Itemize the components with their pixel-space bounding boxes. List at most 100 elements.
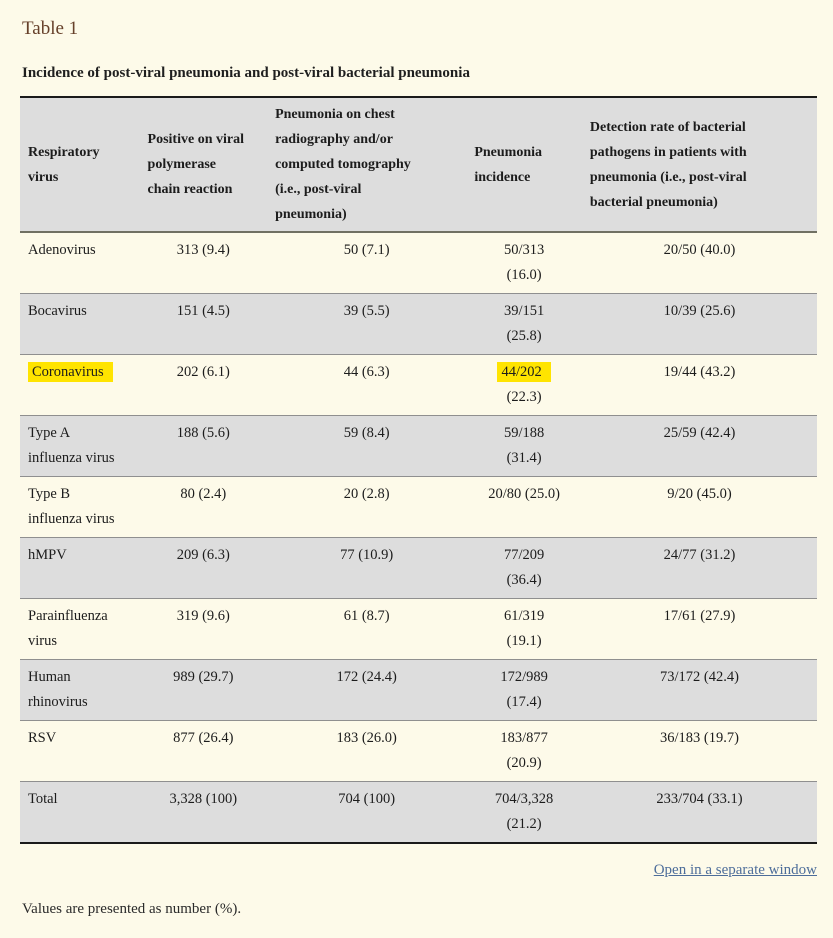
cell-line: 17/61 (27.9) bbox=[663, 608, 736, 624]
cell-line: 59/188 bbox=[503, 425, 545, 441]
row-header-cell: Human rhinovirus bbox=[20, 660, 140, 721]
cell-line: 50/313 bbox=[503, 242, 545, 258]
cell-line: 183/877 bbox=[500, 730, 548, 746]
row-header-cell: Bocavirus bbox=[20, 294, 140, 355]
column-header-line: bacterial pneumonia) bbox=[589, 194, 718, 210]
cell-line: 209 (6.3) bbox=[176, 547, 230, 563]
cell-line: 36/183 (19.7) bbox=[659, 730, 739, 746]
table-caption: Incidence of post-viral pneumonia and po… bbox=[22, 65, 470, 81]
cell-line: 39/151 bbox=[503, 303, 545, 319]
cell-line: 172/989 bbox=[500, 669, 548, 685]
cell-line: 20 (2.8) bbox=[343, 486, 390, 502]
cell-line: 151 (4.5) bbox=[176, 303, 230, 319]
column-header-line: virus bbox=[28, 169, 59, 185]
cell-line: 989 (29.7) bbox=[173, 669, 234, 685]
column-header-line: computed tomography bbox=[275, 157, 411, 172]
cell-line: influenza virus bbox=[28, 511, 115, 527]
table-row: Coronavirus 202 (6.1) 44 (6.3) 44/202 (22.3)… bbox=[20, 354, 817, 416]
data-cell: 77 (10.9) bbox=[267, 538, 466, 599]
column-header-line: Positive on viral bbox=[147, 132, 244, 147]
cell-line: Parainfluenza bbox=[28, 608, 108, 624]
cell-line: Type B bbox=[28, 486, 71, 502]
cell-line: 172 (24.4) bbox=[336, 669, 397, 685]
table-row: Total 3,328 (100) 704 (100) 704/3,328 (21.2)… bbox=[20, 781, 817, 844]
data-cell: 77/209 (36.4) bbox=[466, 538, 582, 599]
cell-line: (25.8) bbox=[506, 328, 542, 344]
data-cell: 172/989 (17.4) bbox=[466, 660, 582, 721]
table-row: Human rhinovirus 989 (29.7) 172 (24.4) 172/9… bbox=[20, 659, 817, 721]
data-cell: 20 (2.8) bbox=[267, 477, 466, 538]
cell-line: 20/50 (40.0) bbox=[663, 242, 736, 258]
table-label: Table 1 bbox=[22, 18, 79, 39]
data-cell: 44/202 (22.3) bbox=[466, 355, 582, 416]
column-header-line: chain reaction bbox=[147, 182, 233, 197]
cell-line: 44/202 bbox=[474, 360, 574, 385]
data-cell: 704/3,328 (21.2) bbox=[466, 782, 582, 844]
data-cell: 44 (6.3) bbox=[267, 355, 466, 416]
column-header-line: pneumonia) bbox=[275, 207, 347, 222]
cell-line: rhinovirus bbox=[28, 694, 88, 710]
cell-line: (16.0) bbox=[506, 267, 542, 283]
data-cell: 319 (9.6) bbox=[140, 599, 268, 660]
data-cell: 36/183 (19.7) bbox=[582, 721, 817, 782]
data-cell: 989 (29.7) bbox=[140, 660, 268, 721]
data-cell: 39 (5.5) bbox=[267, 294, 466, 355]
data-cell: 24/77 (31.2) bbox=[582, 538, 817, 599]
data-cell: 313 (9.4) bbox=[140, 232, 268, 294]
cell-line: Human bbox=[28, 669, 71, 685]
cell-line: 24/77 (31.2) bbox=[663, 547, 736, 563]
open-in-separate-window-link[interactable]: Open in a separate window bbox=[653, 862, 817, 878]
cell-line: 10/39 (25.6) bbox=[663, 303, 736, 319]
cell-line: Coronavirus bbox=[28, 360, 132, 385]
cell-line: 9/20 (45.0) bbox=[667, 486, 732, 502]
data-cell: 9/20 (45.0) bbox=[582, 477, 817, 538]
cell-line: 77 (10.9) bbox=[340, 547, 394, 563]
data-cell: 61 (8.7) bbox=[267, 599, 466, 660]
column-header: Pneumonia incidence bbox=[466, 97, 582, 233]
cell-line: 3,328 (100) bbox=[169, 791, 238, 807]
column-header: Detection rate of bacterial pathogens in … bbox=[581, 97, 817, 233]
cell-line: (36.4) bbox=[506, 572, 542, 588]
cell-line: virus bbox=[28, 633, 57, 649]
cell-line: 319 (9.6) bbox=[176, 608, 230, 624]
table-row: RSV 877 (26.4) 183 (26.0) 183/877 (20.9) 36/1… bbox=[20, 720, 817, 782]
table-row: Bocavirus 151 (4.5) 39 (5.5) 39/151 (25.8) 10… bbox=[20, 293, 817, 355]
data-cell: 25/59 (42.4) bbox=[582, 416, 817, 477]
data-cell: 3,328 (100) bbox=[140, 782, 268, 844]
cell-line: influenza virus bbox=[28, 450, 115, 466]
incidence-table: Respiratory virus Positive on viral polymer… bbox=[20, 96, 817, 844]
cell-line: RSV bbox=[28, 730, 57, 746]
data-cell: 73/172 (42.4) bbox=[582, 660, 817, 721]
cell-line: (21.2) bbox=[506, 816, 542, 832]
table-header-row: Respiratory virus Positive on viral polymer… bbox=[20, 97, 817, 233]
data-cell: 233/704 (33.1) bbox=[582, 782, 817, 844]
column-header-line: pneumonia (i.e., post-viral bbox=[589, 169, 747, 185]
column-header-line: radiography and/or bbox=[275, 132, 393, 147]
data-cell: 50/313 (16.0) bbox=[466, 232, 582, 294]
data-cell: 183/877 (20.9) bbox=[466, 721, 582, 782]
data-cell: 59 (8.4) bbox=[267, 416, 466, 477]
data-cell: 19/44 (43.2) bbox=[582, 355, 817, 416]
search-highlight: 44/202 bbox=[497, 362, 551, 382]
data-cell: 172 (24.4) bbox=[267, 660, 466, 721]
cell-line: 80 (2.4) bbox=[180, 486, 227, 502]
cell-line: 50 (7.1) bbox=[343, 242, 390, 258]
cell-line: 313 (9.4) bbox=[176, 242, 230, 258]
cell-line: 73/172 (42.4) bbox=[659, 669, 739, 685]
data-cell: 59/188 (31.4) bbox=[466, 416, 582, 477]
cell-line: 39 (5.5) bbox=[343, 303, 390, 319]
column-header-line: Pneumonia on chest bbox=[275, 107, 395, 122]
cell-line: 77/209 bbox=[503, 547, 545, 563]
data-cell: 17/61 (27.9) bbox=[582, 599, 817, 660]
row-header-cell: Coronavirus bbox=[20, 355, 140, 416]
column-header-line: (i.e., post-viral bbox=[275, 182, 362, 197]
cell-line: 44 (6.3) bbox=[343, 364, 390, 380]
cell-line: (20.9) bbox=[506, 755, 542, 771]
cell-line: (22.3) bbox=[506, 389, 542, 405]
data-cell: 202 (6.1) bbox=[140, 355, 268, 416]
cell-line: 59 (8.4) bbox=[343, 425, 390, 441]
cell-line: 61 (8.7) bbox=[343, 608, 390, 624]
cell-line: (19.1) bbox=[506, 633, 542, 649]
table-row: Type A influenza virus 188 (5.6) 59 (8.4) 59… bbox=[20, 415, 817, 477]
